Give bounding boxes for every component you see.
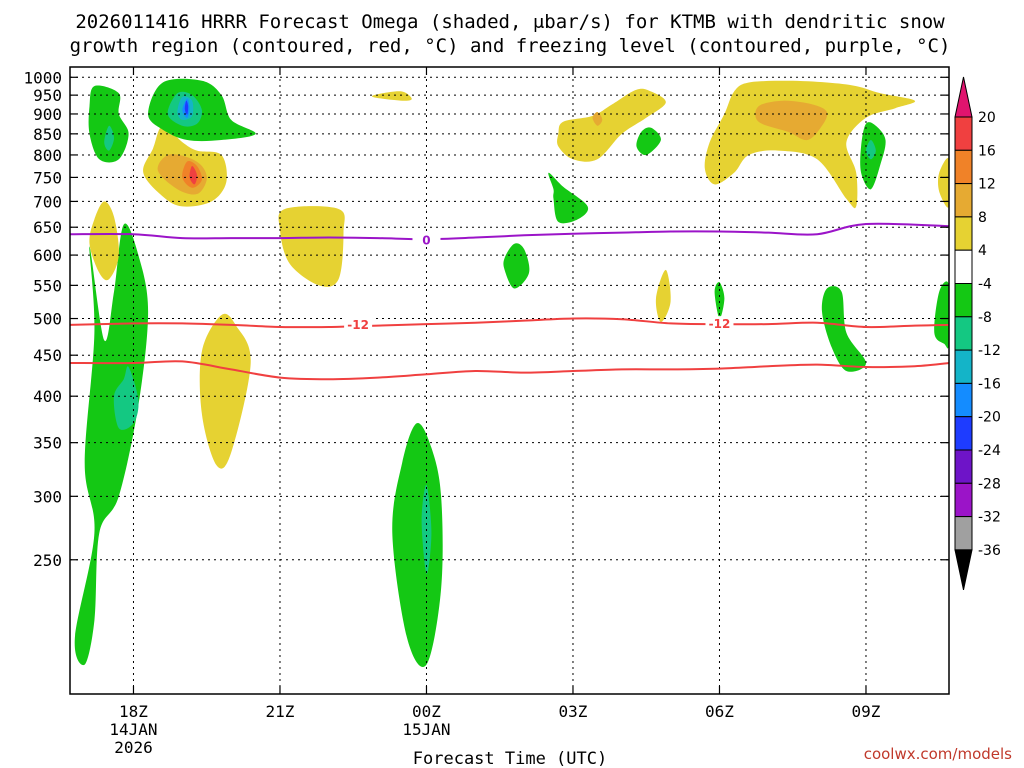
colorbar-label-8: -16 bbox=[978, 376, 1001, 392]
x-tick-date: 14JAN bbox=[109, 720, 157, 739]
colorbar-label-0: 20 bbox=[978, 110, 996, 126]
x-tick-label-03Z: 03Z bbox=[559, 702, 588, 721]
contour-label-zero-freezing-level-0: 0 bbox=[422, 233, 430, 247]
omega-region-4 bbox=[199, 313, 251, 469]
omega-region-2 bbox=[392, 422, 443, 667]
x-tick-label-09Z: 09Z bbox=[852, 702, 881, 721]
y-tick-label-400: 400 bbox=[33, 387, 62, 406]
contour-label-bg bbox=[344, 316, 373, 331]
colorbar-swatch-2 bbox=[954, 149, 973, 185]
y-tick-label-250: 250 bbox=[33, 551, 62, 570]
colorbar-swatch-4 bbox=[954, 216, 973, 251]
colorbar-swatch-1 bbox=[954, 116, 973, 151]
contour-label-minus-12-lower-1: -12 bbox=[709, 317, 731, 331]
chart-title-line1: 2026011416 HRRR Forecast Omega (shaded, … bbox=[75, 11, 945, 33]
credit-text: coolwx.com/models bbox=[864, 745, 1012, 763]
contour-minus-12-upper bbox=[70, 360, 949, 381]
x-tick-year: 2026 bbox=[114, 738, 153, 757]
omega-region-26 bbox=[592, 111, 603, 126]
y-tick-label-350: 350 bbox=[33, 434, 62, 453]
colorbar-label-6: -8 bbox=[978, 310, 992, 326]
y-tick-label-900: 900 bbox=[33, 105, 62, 124]
x-tick-label-21Z: 21Z bbox=[266, 702, 295, 721]
gridlines bbox=[70, 67, 949, 694]
colorbar-label-5: -4 bbox=[978, 277, 992, 293]
omega-region-1 bbox=[113, 366, 139, 430]
x-tick-label-18Z: 18Z bbox=[119, 702, 148, 721]
omega-region-24 bbox=[372, 91, 412, 101]
omega-region-32 bbox=[938, 158, 949, 208]
colorbar-swatch-12 bbox=[954, 482, 973, 518]
colorbar-label-3: 8 bbox=[978, 210, 987, 226]
colorbar-top-arrow bbox=[954, 76, 973, 118]
colorbar-label-4: 4 bbox=[978, 243, 987, 259]
omega-region-18 bbox=[104, 125, 114, 151]
colorbar-label-12: -32 bbox=[978, 510, 1001, 526]
colorbar-swatch-3 bbox=[954, 183, 973, 218]
omega-region-29 bbox=[755, 100, 828, 141]
colorbar-label-10: -24 bbox=[978, 443, 1001, 459]
colorbar-label-9: -20 bbox=[978, 410, 1001, 426]
omega-region-7 bbox=[503, 243, 530, 289]
y-tick-label-300: 300 bbox=[33, 487, 62, 506]
chart-title-line2: growth region (contoured, red, °C) and f… bbox=[70, 35, 951, 57]
omega-region-5 bbox=[278, 206, 345, 287]
x-tick-label-00Z: 00Z bbox=[412, 702, 441, 721]
omega-region-16 bbox=[189, 165, 198, 185]
contour-zero-freezing-level bbox=[70, 222, 949, 241]
contour-label-bg bbox=[412, 232, 441, 247]
colorbar-label-1: 16 bbox=[978, 143, 996, 159]
y-tick-label-750: 750 bbox=[33, 168, 62, 187]
colorbar-swatch-6 bbox=[954, 283, 973, 318]
colorbar-label-2: 12 bbox=[978, 177, 996, 193]
y-axis-pressure: 2503003504004505005506006507007508008509… bbox=[23, 68, 949, 570]
x-tick-date: 15JAN bbox=[402, 720, 450, 739]
colorbar-swatch-7 bbox=[954, 316, 973, 351]
omega-region-25 bbox=[557, 88, 666, 162]
colorbar-bottom-arrow bbox=[954, 549, 973, 591]
x-tick-label-06Z: 06Z bbox=[705, 702, 734, 721]
omega-region-8 bbox=[548, 172, 589, 224]
omega-region-17 bbox=[88, 85, 129, 163]
y-tick-label-600: 600 bbox=[33, 246, 62, 265]
omega-region-10 bbox=[714, 282, 725, 319]
y-tick-label-950: 950 bbox=[33, 86, 62, 105]
omega-region-23 bbox=[184, 100, 189, 115]
colorbar-legend: 20 16 12 8 4 -4 -8 -12 -16 -20 -24 -28 -32 -36 bbox=[954, 76, 1001, 591]
contour-minus-12-lower bbox=[70, 317, 949, 329]
colorbar-swatch-8 bbox=[954, 349, 973, 384]
omega-shading-layer bbox=[74, 78, 949, 667]
y-tick-label-450: 450 bbox=[33, 346, 62, 365]
y-tick-label-1000: 1000 bbox=[23, 68, 62, 87]
y-tick-label-850: 850 bbox=[33, 125, 62, 144]
colorbar-label-13: -36 bbox=[978, 543, 1001, 559]
omega-region-0 bbox=[74, 223, 149, 666]
colorbar-swatch-9 bbox=[954, 382, 973, 418]
colorbar-label-11: -28 bbox=[978, 476, 1001, 492]
y-tick-label-550: 550 bbox=[33, 276, 62, 295]
omega-region-12 bbox=[934, 281, 949, 349]
colorbar-label-7: -12 bbox=[978, 343, 1001, 359]
plot-frame bbox=[69, 66, 950, 695]
omega-region-19 bbox=[148, 78, 256, 142]
contour-label-bg bbox=[705, 316, 734, 331]
colorbar-swatch-11 bbox=[954, 449, 973, 484]
colorbar-swatch-13 bbox=[954, 516, 973, 551]
x-axis-label: Forecast Time (UTC) bbox=[413, 749, 607, 768]
colorbar-swatch-5 bbox=[954, 249, 973, 284]
y-tick-label-700: 700 bbox=[33, 192, 62, 211]
omega-region-9 bbox=[655, 269, 671, 323]
y-tick-label-650: 650 bbox=[33, 218, 62, 237]
contour-label-minus-12-lower-0: -12 bbox=[347, 318, 369, 332]
colorbar-swatch-10 bbox=[954, 416, 973, 451]
y-tick-label-500: 500 bbox=[33, 310, 62, 329]
omega-region-27 bbox=[636, 127, 661, 156]
y-tick-label-800: 800 bbox=[33, 146, 62, 165]
contour-layer: -12 -12 0 bbox=[70, 222, 949, 381]
omega-region-11 bbox=[821, 286, 866, 372]
omega-region-6 bbox=[89, 201, 119, 281]
